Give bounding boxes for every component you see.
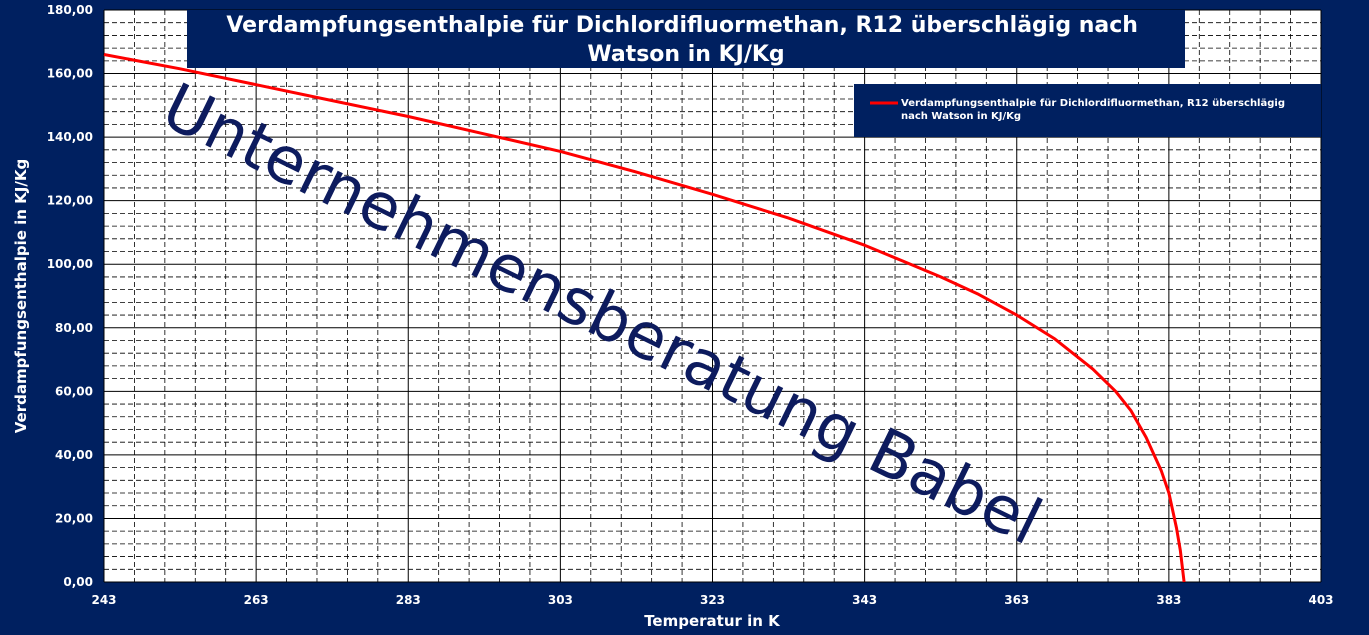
x-tick-label: 283 (396, 593, 421, 607)
x-tick-label: 323 (700, 593, 725, 607)
chart-title-line-2: Watson in KJ/Kg (587, 42, 784, 67)
legend-label: Verdampfungsenthalpie für Dichlordifluor… (901, 98, 1288, 122)
y-tick-label: 40,00 (55, 448, 93, 462)
y-axis-tick-labels: 0,00 20,00 40,00 60,00 80,00 100,00 120,00 140,… (47, 3, 93, 589)
x-tick-label: 263 (244, 593, 269, 607)
y-tick-label: 100,00 (47, 257, 93, 271)
legend-label-line-2: nach Watson in KJ/Kg (901, 111, 1021, 122)
x-axis-tick-labels: 243 263 283 303 323 343 363 383 403 (91, 593, 1333, 607)
y-tick-label: 160,00 (47, 67, 93, 81)
y-tick-label: 80,00 (55, 321, 93, 335)
y-tick-label: 120,00 (47, 194, 93, 208)
x-tick-label: 243 (91, 593, 116, 607)
x-tick-label: 403 (1308, 593, 1333, 607)
y-tick-label: 180,00 (47, 3, 93, 17)
title-box (187, 10, 1185, 68)
y-tick-label: 20,00 (55, 511, 93, 525)
x-tick-label: 363 (1004, 593, 1029, 607)
grid-lines (103, 9, 1322, 583)
legend-box (854, 84, 1321, 137)
x-axis-label: Temperatur in K (644, 612, 781, 630)
y-tick-label: 140,00 (47, 130, 93, 144)
y-tick-label: 0,00 (63, 575, 93, 589)
x-tick-label: 303 (548, 593, 573, 607)
series-group (103, 53, 1186, 583)
series-line (103, 53, 1186, 583)
x-tick-label: 383 (1156, 593, 1181, 607)
chart-title-line-1: Verdampfungsenthalpie für Dichlordifluor… (226, 13, 1138, 38)
y-tick-label: 60,00 (55, 384, 93, 398)
x-tick-label: 343 (852, 593, 877, 607)
chart-title: Verdampfungsenthalpie für Dichlordifluor… (226, 13, 1145, 67)
legend-label-line-1: Verdampfungsenthalpie für Dichlordifluor… (901, 98, 1285, 109)
y-axis-label: Verdampfungsenthalpie in KJ/Kg (12, 159, 30, 433)
